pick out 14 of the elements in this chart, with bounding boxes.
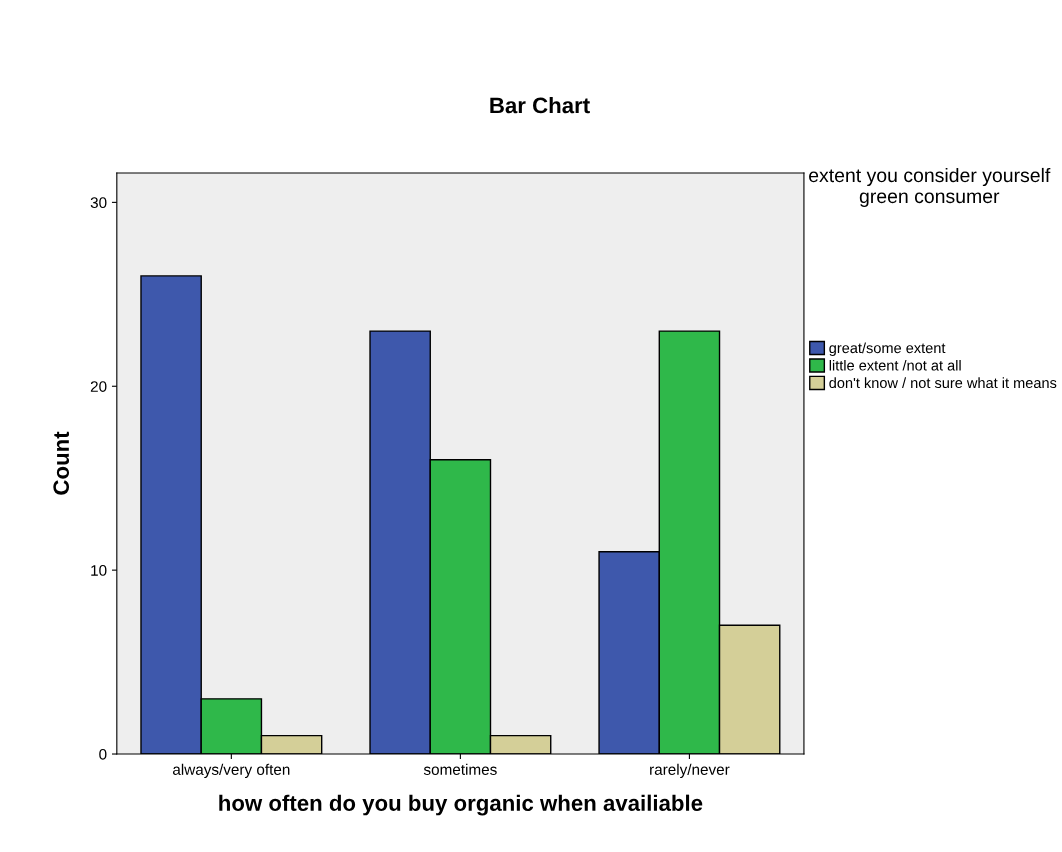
y-tick-label: 0 bbox=[99, 748, 107, 760]
y-tick-label: 20 bbox=[90, 381, 107, 392]
y-tick-label: 10 bbox=[91, 565, 107, 576]
legend-title: extent you consider yourself green consumer bbox=[809, 167, 1051, 207]
y-axis-title: Count bbox=[53, 431, 70, 495]
y-tick-label: 30 bbox=[90, 197, 107, 209]
legend-label: little extent /not at all bbox=[829, 359, 961, 371]
chart-title: Bar Chart bbox=[490, 96, 590, 114]
legend-label: great/some extent bbox=[829, 342, 946, 357]
x-tick-label: sometimes bbox=[423, 763, 497, 775]
x-tick-label: always/very often bbox=[172, 763, 290, 778]
x-tick-label: rarely/never bbox=[650, 763, 730, 778]
x-axis-title: how often do you buy organic when availiable bbox=[219, 794, 703, 816]
legend-label: don't know / not sure what it means bbox=[829, 377, 1057, 389]
